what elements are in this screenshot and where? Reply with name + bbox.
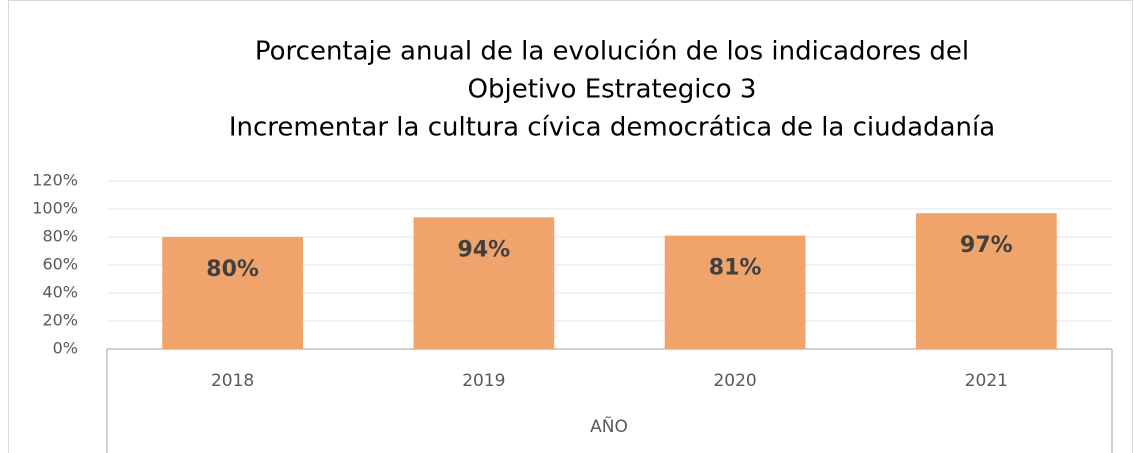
bar	[664, 235, 806, 349]
y-tick-label: 100%	[32, 199, 78, 218]
x-tick-label: 2020	[713, 371, 756, 391]
chart-title: Incrementar la cultura cívica democrátic…	[229, 113, 995, 143]
y-tick-label: 0%	[53, 339, 78, 358]
bar	[413, 217, 555, 349]
y-tick-label: 20%	[42, 311, 78, 330]
x-tick-label: 2021	[965, 371, 1008, 391]
data-label: 80%	[206, 257, 259, 282]
bar	[916, 213, 1057, 349]
y-tick-label: 60%	[42, 255, 78, 274]
y-tick-label: 80%	[42, 227, 78, 246]
y-tick-label: 40%	[42, 283, 78, 302]
chart-title: Porcentaje anual de la evolución de los …	[255, 37, 969, 67]
bar	[162, 237, 303, 349]
data-label: 94%	[458, 237, 511, 262]
x-tick-label: 2019	[462, 371, 505, 391]
data-label: 81%	[709, 256, 762, 281]
chart-title: Objetivo Estrategico 3	[468, 75, 757, 105]
x-axis-title: AÑO	[590, 415, 628, 437]
chart-border	[8, 0, 1133, 453]
y-tick-label: 120%	[32, 171, 78, 190]
x-tick-label: 2018	[211, 371, 254, 391]
data-label: 97%	[960, 233, 1013, 258]
